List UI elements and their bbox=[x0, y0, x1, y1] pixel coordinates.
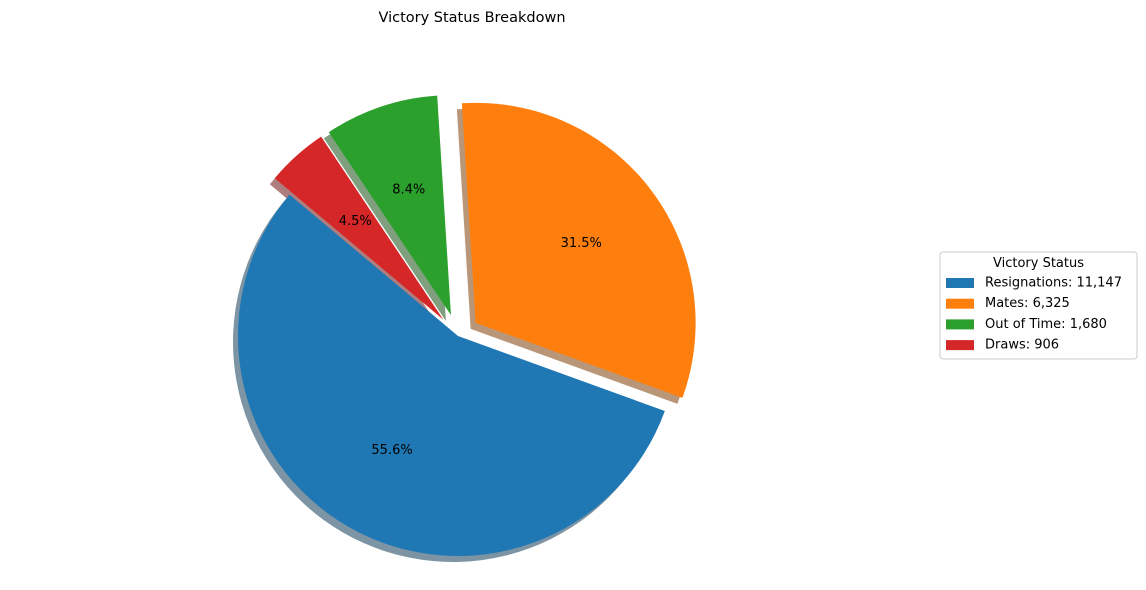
legend-frame bbox=[939, 251, 1138, 360]
legend-label-draws: Draws: 906 bbox=[985, 338, 1059, 353]
pct-label-out-of-time: 8.4% bbox=[392, 183, 425, 198]
pct-label-draws: 4.5% bbox=[339, 214, 372, 229]
pie-slices bbox=[237, 95, 696, 556]
legend-label-mates: Mates: 6,325 bbox=[985, 296, 1070, 311]
legend-label-out-of-time: Out of Time: 1,680 bbox=[985, 317, 1107, 332]
legend-swatch-out-of-time bbox=[946, 319, 974, 330]
legend: Victory Status Resignations: 11,147 Mates… bbox=[939, 251, 1138, 360]
percent-labels: 55.6% 31.5% 8.4% 4.5% bbox=[339, 183, 602, 458]
chart-title: Victory Status Breakdown bbox=[378, 10, 565, 26]
slice-draws bbox=[274, 136, 444, 320]
legend-swatch-mates bbox=[946, 298, 974, 309]
slice-mates bbox=[461, 102, 696, 398]
pct-label-resignations: 55.6% bbox=[371, 443, 412, 458]
slice-resignations bbox=[237, 194, 665, 556]
legend-swatch-draws bbox=[946, 340, 974, 351]
legend-items: Resignations: 11,147 Mates: 6,325 Out of T… bbox=[946, 276, 1122, 353]
pct-label-mates: 31.5% bbox=[561, 236, 602, 251]
legend-title: Victory Status bbox=[993, 256, 1084, 271]
legend-label-resignations: Resignations: 11,147 bbox=[985, 276, 1122, 291]
slice-out-of-time bbox=[328, 95, 451, 316]
legend-swatch-resignations bbox=[946, 278, 974, 288]
